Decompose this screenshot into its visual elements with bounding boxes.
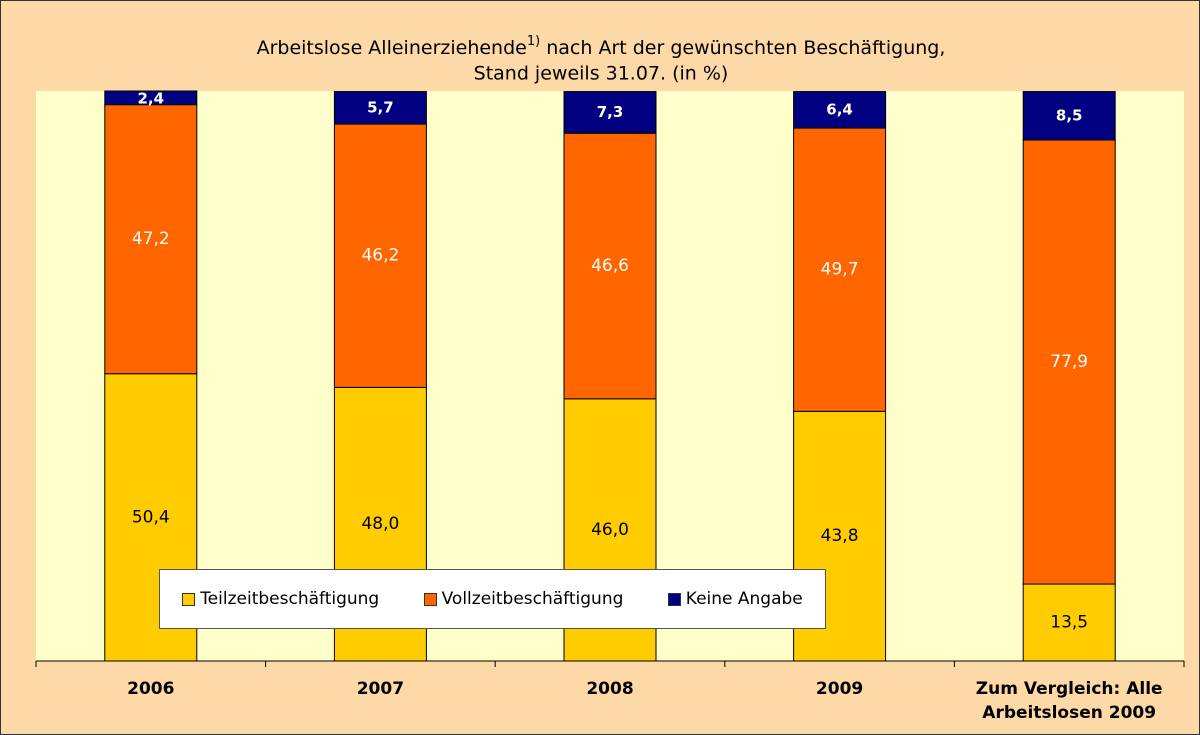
legend-item: Vollzeitbeschäftigung [423, 589, 624, 609]
value-label: 2,4 [138, 90, 165, 108]
value-label: 7,3 [597, 103, 624, 121]
value-label: 47,2 [132, 229, 170, 249]
bar-segment [1022, 91, 1116, 141]
value-label: 8,5 [1056, 106, 1083, 124]
value-label: 13,5 [1050, 613, 1088, 633]
bar-segment [1022, 583, 1116, 662]
legend-swatch [667, 592, 681, 606]
value-label: 46,0 [591, 520, 629, 540]
bar-segment [104, 104, 198, 375]
title-footnote: 1) [527, 34, 540, 49]
x-tick-label: 2008 [586, 679, 634, 699]
legend: Teilzeitbeschäftigung Vollzeitbeschäftigu… [159, 569, 826, 629]
chart-subtitle: Stand jeweils 31.07. (in %) [474, 63, 729, 85]
value-label: 48,0 [361, 514, 399, 534]
value-label: 46,2 [361, 246, 399, 266]
bar-segment [793, 127, 887, 412]
value-label: 50,4 [132, 507, 170, 527]
value-label: 46,6 [591, 256, 629, 276]
title-text: Arbeitslose Alleinerziehende [257, 37, 527, 59]
bar-segment [104, 90, 198, 106]
legend-item: Keine Angabe [667, 589, 803, 609]
x-tick-label: Zum Vergleich: Alle Arbeitslosen 2009 [975, 679, 1163, 723]
value-label: 43,8 [821, 526, 859, 546]
title-rest: nach Art der gewünschten Beschäftigung, [540, 37, 945, 59]
x-tick-label: 2007 [356, 679, 405, 699]
value-label: 77,9 [1050, 352, 1088, 372]
value-label: 49,7 [821, 260, 859, 280]
bar-segment [1022, 139, 1116, 585]
bar-segment [793, 91, 887, 129]
legend-swatch [182, 592, 196, 606]
x-tick-label: 2006 [127, 679, 175, 699]
value-label: 5,7 [367, 98, 394, 116]
bar-segment [333, 91, 427, 125]
bar-segment [333, 123, 427, 388]
legend-label: Teilzeitbeschäftigung [200, 589, 380, 609]
bar-segment [563, 91, 657, 134]
x-tick-label: 2009 [815, 679, 864, 699]
legend-item: Teilzeitbeschäftigung [182, 589, 379, 609]
legend-label: Vollzeitbeschäftigung [441, 589, 624, 609]
legend-swatch [423, 592, 437, 606]
bar-segment [563, 132, 657, 400]
legend-label: Keine Angabe [685, 589, 803, 609]
chart-title: Arbeitslose Alleinerziehende1) nach Art … [257, 34, 946, 59]
value-label: 6,4 [826, 100, 853, 118]
